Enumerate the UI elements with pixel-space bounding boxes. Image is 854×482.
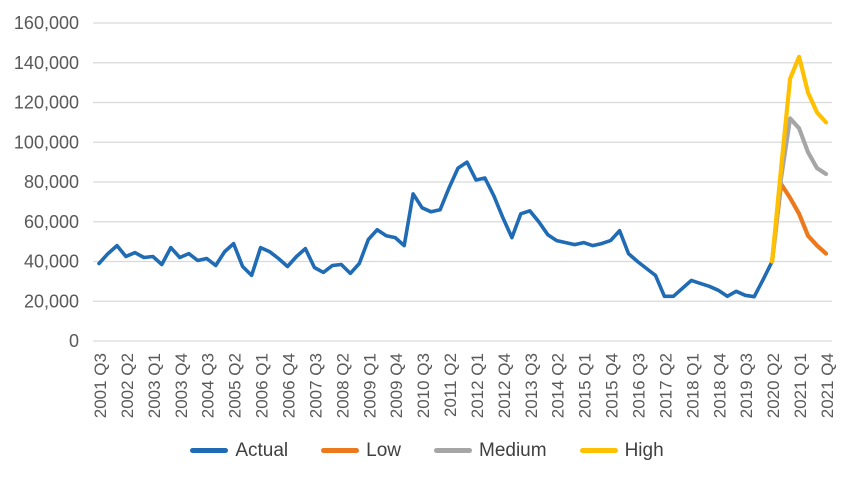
x-axis-label: 2003 Q1 xyxy=(145,353,164,418)
y-axis-label: 60,000 xyxy=(24,212,79,232)
y-axis-label: 140,000 xyxy=(14,53,79,73)
x-axis-label: 2011 Q2 xyxy=(441,353,460,417)
x-axis-label: 2019 Q3 xyxy=(737,353,756,418)
x-axis-label: 2008 Q2 xyxy=(333,353,352,418)
y-axis-label: 0 xyxy=(69,331,79,351)
x-axis-label: 2021 Q4 xyxy=(818,353,837,418)
x-axis-label: 2006 Q4 xyxy=(279,353,298,418)
legend-item-low: Low xyxy=(321,441,401,460)
legend-label-high: High xyxy=(624,440,664,461)
x-axis-label: 2004 Q3 xyxy=(199,353,218,418)
x-axis-label: 2001 Q3 xyxy=(91,353,110,418)
legend-label-low: Low xyxy=(366,440,401,461)
legend-swatch-high xyxy=(579,448,618,453)
x-axis-label: 2015 Q1 xyxy=(576,353,595,418)
x-axis-label: 2014 Q2 xyxy=(549,353,568,418)
legend-swatch-low xyxy=(321,448,360,453)
y-axis-label: 40,000 xyxy=(24,252,79,272)
x-axis-label: 2009 Q4 xyxy=(387,353,406,418)
legend-item-actual: Actual xyxy=(190,441,288,460)
chart-legend: Actual Low Medium High xyxy=(0,441,854,460)
x-axis-label: 2020 Q2 xyxy=(764,353,783,418)
x-axis-label: 2018 Q1 xyxy=(683,353,702,418)
legend-label-medium: Medium xyxy=(479,440,547,461)
x-axis-label: 2015 Q4 xyxy=(603,353,622,418)
legend-item-medium: Medium xyxy=(434,441,547,460)
x-axis-label: 2012 Q1 xyxy=(468,353,487,418)
x-axis-label: 2016 Q3 xyxy=(630,353,649,418)
y-axis-label: 160,000 xyxy=(14,13,79,33)
x-axis-label: 2018 Q4 xyxy=(710,353,729,418)
y-axis-label: 20,000 xyxy=(24,291,79,311)
legend-item-high: High xyxy=(579,440,664,461)
legend-swatch-medium xyxy=(434,448,472,453)
x-axis-label: 2017 Q2 xyxy=(656,353,675,418)
series-line-high xyxy=(769,54,829,264)
legend-swatch-actual xyxy=(190,448,229,453)
x-axis-label: 2002 Q2 xyxy=(118,353,137,418)
x-axis-label: 2009 Q1 xyxy=(360,353,379,418)
x-axis-label: 2007 Q3 xyxy=(306,353,325,418)
x-axis-label: 2003 Q4 xyxy=(172,353,191,418)
y-axis-label: 120,000 xyxy=(14,93,79,113)
series-line-actual xyxy=(97,160,774,299)
x-axis-label: 2010 Q3 xyxy=(414,353,433,418)
x-axis-label: 2006 Q1 xyxy=(253,353,272,418)
legend-label-actual: Actual xyxy=(235,440,289,461)
x-axis-label: 2005 Q2 xyxy=(226,353,245,418)
x-axis-label: 2012 Q4 xyxy=(495,353,514,418)
y-axis-label: 100,000 xyxy=(14,132,79,152)
x-axis-label: 2013 Q3 xyxy=(522,353,541,418)
y-axis-label: 80,000 xyxy=(24,172,79,192)
x-axis-label: 2021 Q1 xyxy=(791,353,810,418)
